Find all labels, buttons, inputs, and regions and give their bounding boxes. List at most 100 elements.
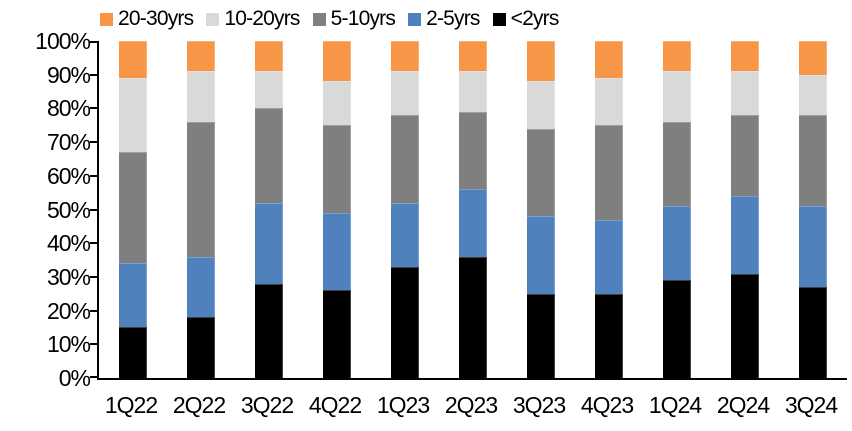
legend-label: 10-20yrs (224, 7, 300, 30)
stacked-bar-1q22 (119, 41, 147, 378)
stacked-bar-2q22 (187, 41, 215, 378)
y-axis-label: 10% (46, 331, 91, 358)
bar-segment-5-10yrs (663, 121, 691, 207)
stacked-bar-4q23 (595, 41, 623, 378)
bar-slot-2q24 (711, 41, 779, 378)
legend-swatch-icon (408, 12, 422, 26)
bar-segment-2-5yrs (663, 206, 691, 281)
y-axis-tick (90, 208, 97, 211)
legend-item: 10-20yrs (206, 6, 300, 32)
bar-segment-10-20yrs (527, 81, 555, 129)
bar-segment-2-5yrs (595, 219, 623, 294)
bar-segment-2-5yrs (459, 189, 487, 257)
bar-segment--2yrs (663, 280, 691, 378)
y-axis-label: 50% (46, 196, 91, 223)
bar-segment--2yrs (119, 327, 147, 378)
bar-segment--2yrs (459, 256, 487, 378)
y-axis-tick (90, 242, 97, 245)
bar-segment-20-30yrs (459, 41, 487, 72)
bar-segment-5-10yrs (391, 115, 419, 203)
stacked-bar-2q23 (459, 41, 487, 378)
bar-segment-10-20yrs (187, 71, 215, 122)
stacked-bar-2q24 (731, 41, 759, 378)
bar-segment--2yrs (255, 283, 283, 378)
bar-segment-2-5yrs (731, 196, 759, 274)
bar-segment-2-5yrs (391, 202, 419, 267)
y-axis-tick (90, 275, 97, 278)
bar-segment-10-20yrs (663, 71, 691, 122)
bar-segment-20-30yrs (391, 41, 419, 72)
bar-segment-20-30yrs (187, 41, 215, 72)
plot-area: 0% 10% 20% 30% 40% 50% 60% 70% 80% 90% 100% (35, 29, 847, 390)
y-axis-tick (90, 343, 97, 346)
x-axis-labels: 1Q22 2Q22 3Q22 4Q22 1Q23 2Q23 3Q23 4Q23 1Q24 2Q24… (97, 392, 845, 418)
bar-segment-2-5yrs (527, 216, 555, 294)
bar-segment-20-30yrs (799, 41, 827, 75)
x-axis-label: 1Q22 (104, 392, 158, 418)
y-axis-tick (90, 376, 97, 378)
x-axis-label: 3Q24 (784, 392, 838, 418)
legend-label: <2yrs (510, 7, 560, 30)
x-axis-label: 3Q23 (512, 392, 566, 418)
legend-item: <2yrs (492, 6, 560, 32)
bar-segment-20-30yrs (119, 41, 147, 79)
legend-swatch-icon (206, 12, 220, 26)
x-axis-label: 2Q22 (172, 392, 226, 418)
bar-segment--2yrs (595, 293, 623, 378)
bar-segment-20-30yrs (527, 41, 555, 82)
bar-segment--2yrs (391, 266, 419, 378)
y-axis-tick (90, 309, 97, 312)
stacked-bar-4q22 (323, 41, 351, 378)
x-axis-label: 2Q23 (444, 392, 498, 418)
legend-label: 20-30yrs (118, 7, 194, 30)
stacked-bar-1q23 (391, 41, 419, 378)
stacked-bar-3q22 (255, 41, 283, 378)
legend-label: 2-5yrs (426, 7, 480, 30)
bar-segment-10-20yrs (731, 71, 759, 116)
bar-segment-20-30yrs (731, 41, 759, 72)
x-axis-label: 4Q23 (580, 392, 634, 418)
bar-segment-20-30yrs (663, 41, 691, 72)
bar-segment-10-20yrs (119, 78, 147, 153)
bar-segment-10-20yrs (323, 81, 351, 126)
y-axis-label: 20% (46, 297, 91, 324)
bar-segment-5-10yrs (595, 125, 623, 220)
y-axis-label: 80% (46, 95, 91, 122)
bar-segment-2-5yrs (119, 263, 147, 328)
bar-segment-10-20yrs (799, 74, 827, 116)
stacked-bar-3q24 (799, 41, 827, 378)
bar-segment-2-5yrs (255, 202, 283, 284)
bar-segment-5-10yrs (731, 115, 759, 196)
bar-segment-2-5yrs (187, 256, 215, 318)
bar-slot-3q24 (779, 41, 847, 378)
legend-item: 5-10yrs (312, 6, 396, 32)
y-axis-label: 90% (46, 61, 91, 88)
bar-segment-5-10yrs (527, 128, 555, 217)
bar-segment-20-30yrs (323, 41, 351, 82)
bar-segment-5-10yrs (187, 121, 215, 257)
legend-swatch-icon (100, 12, 113, 26)
x-axis-label: 2Q24 (716, 392, 770, 418)
legend-swatch-icon (312, 12, 326, 26)
bar-slot-1q24 (643, 41, 711, 378)
y-axis-label: 0% (58, 365, 91, 391)
legend-item: 20-30yrs (100, 6, 194, 32)
bar-slot-3q22 (235, 41, 303, 378)
bar-segment-20-30yrs (255, 41, 283, 72)
legend-swatch-icon (492, 12, 506, 26)
y-axis-label: 60% (46, 162, 91, 189)
stacked-bar-1q24 (663, 41, 691, 378)
bar-segment-5-10yrs (323, 125, 351, 213)
bar-segment-5-10yrs (255, 108, 283, 203)
x-axis-label: 1Q24 (648, 392, 702, 418)
y-axis-tick (90, 73, 97, 76)
y-axis-tick (90, 107, 97, 110)
stacked-bar-3q23 (527, 41, 555, 378)
bar-slot-2q23 (439, 41, 507, 378)
bar-segment--2yrs (799, 286, 827, 378)
bar-segment-2-5yrs (323, 212, 351, 291)
bar-segment-5-10yrs (799, 115, 827, 207)
bar-slot-1q23 (371, 41, 439, 378)
bar-segment--2yrs (187, 317, 215, 378)
